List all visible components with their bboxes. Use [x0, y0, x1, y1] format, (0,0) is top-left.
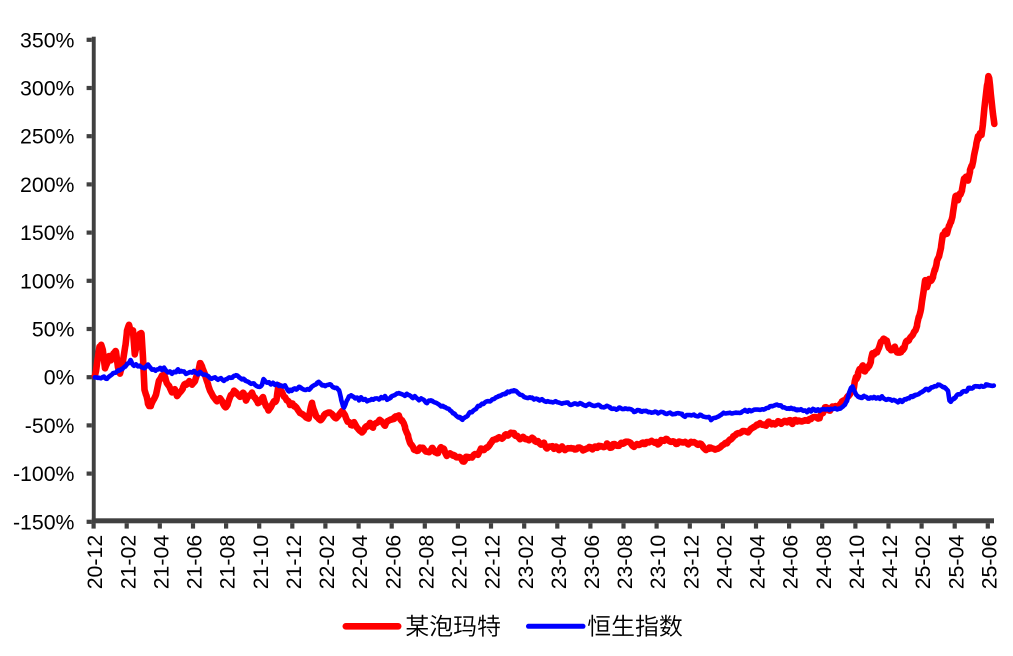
svg-text:21-12: 21-12	[282, 535, 306, 589]
svg-text:22-02: 22-02	[315, 535, 339, 589]
svg-text:24-02: 24-02	[713, 535, 737, 589]
svg-text:25-06: 25-06	[977, 535, 1001, 589]
svg-text:23-04: 23-04	[547, 535, 571, 590]
svg-text:21-06: 21-06	[183, 535, 207, 589]
svg-text:-100%: -100%	[13, 462, 75, 486]
svg-text:22-08: 22-08	[414, 535, 438, 589]
svg-text:23-10: 23-10	[646, 535, 670, 590]
svg-text:20-12: 20-12	[83, 535, 107, 589]
svg-text:23-06: 23-06	[580, 535, 604, 589]
svg-text:250%: 250%	[20, 125, 75, 149]
svg-text:22-10: 22-10	[448, 535, 472, 590]
svg-text:100%: 100%	[20, 269, 75, 293]
svg-text:-50%: -50%	[25, 414, 75, 438]
svg-text:24-12: 24-12	[878, 535, 902, 589]
svg-text:25-04: 25-04	[944, 535, 968, 590]
svg-text:24-10: 24-10	[845, 535, 869, 590]
svg-text:24-04: 24-04	[746, 535, 770, 590]
svg-text:25-02: 25-02	[911, 535, 935, 589]
svg-text:150%: 150%	[20, 221, 75, 245]
svg-text:22-04: 22-04	[348, 535, 372, 590]
svg-text:22-06: 22-06	[381, 535, 405, 589]
svg-text:300%: 300%	[20, 77, 75, 101]
svg-text:0%: 0%	[44, 366, 75, 390]
svg-text:22-12: 22-12	[481, 535, 505, 589]
svg-text:200%: 200%	[20, 173, 75, 197]
svg-text:23-08: 23-08	[613, 535, 637, 589]
svg-text:50%: 50%	[32, 318, 75, 342]
svg-text:21-04: 21-04	[149, 535, 173, 590]
svg-text:24-06: 24-06	[779, 535, 803, 589]
svg-text:23-02: 23-02	[514, 535, 538, 589]
svg-text:350%: 350%	[20, 28, 75, 52]
svg-text:23-12: 23-12	[679, 535, 703, 589]
svg-text:24-08: 24-08	[812, 535, 836, 589]
svg-text:21-10: 21-10	[249, 535, 273, 590]
svg-text:-150%: -150%	[13, 510, 75, 534]
svg-text:21-02: 21-02	[116, 535, 140, 589]
svg-text:21-08: 21-08	[216, 535, 240, 589]
